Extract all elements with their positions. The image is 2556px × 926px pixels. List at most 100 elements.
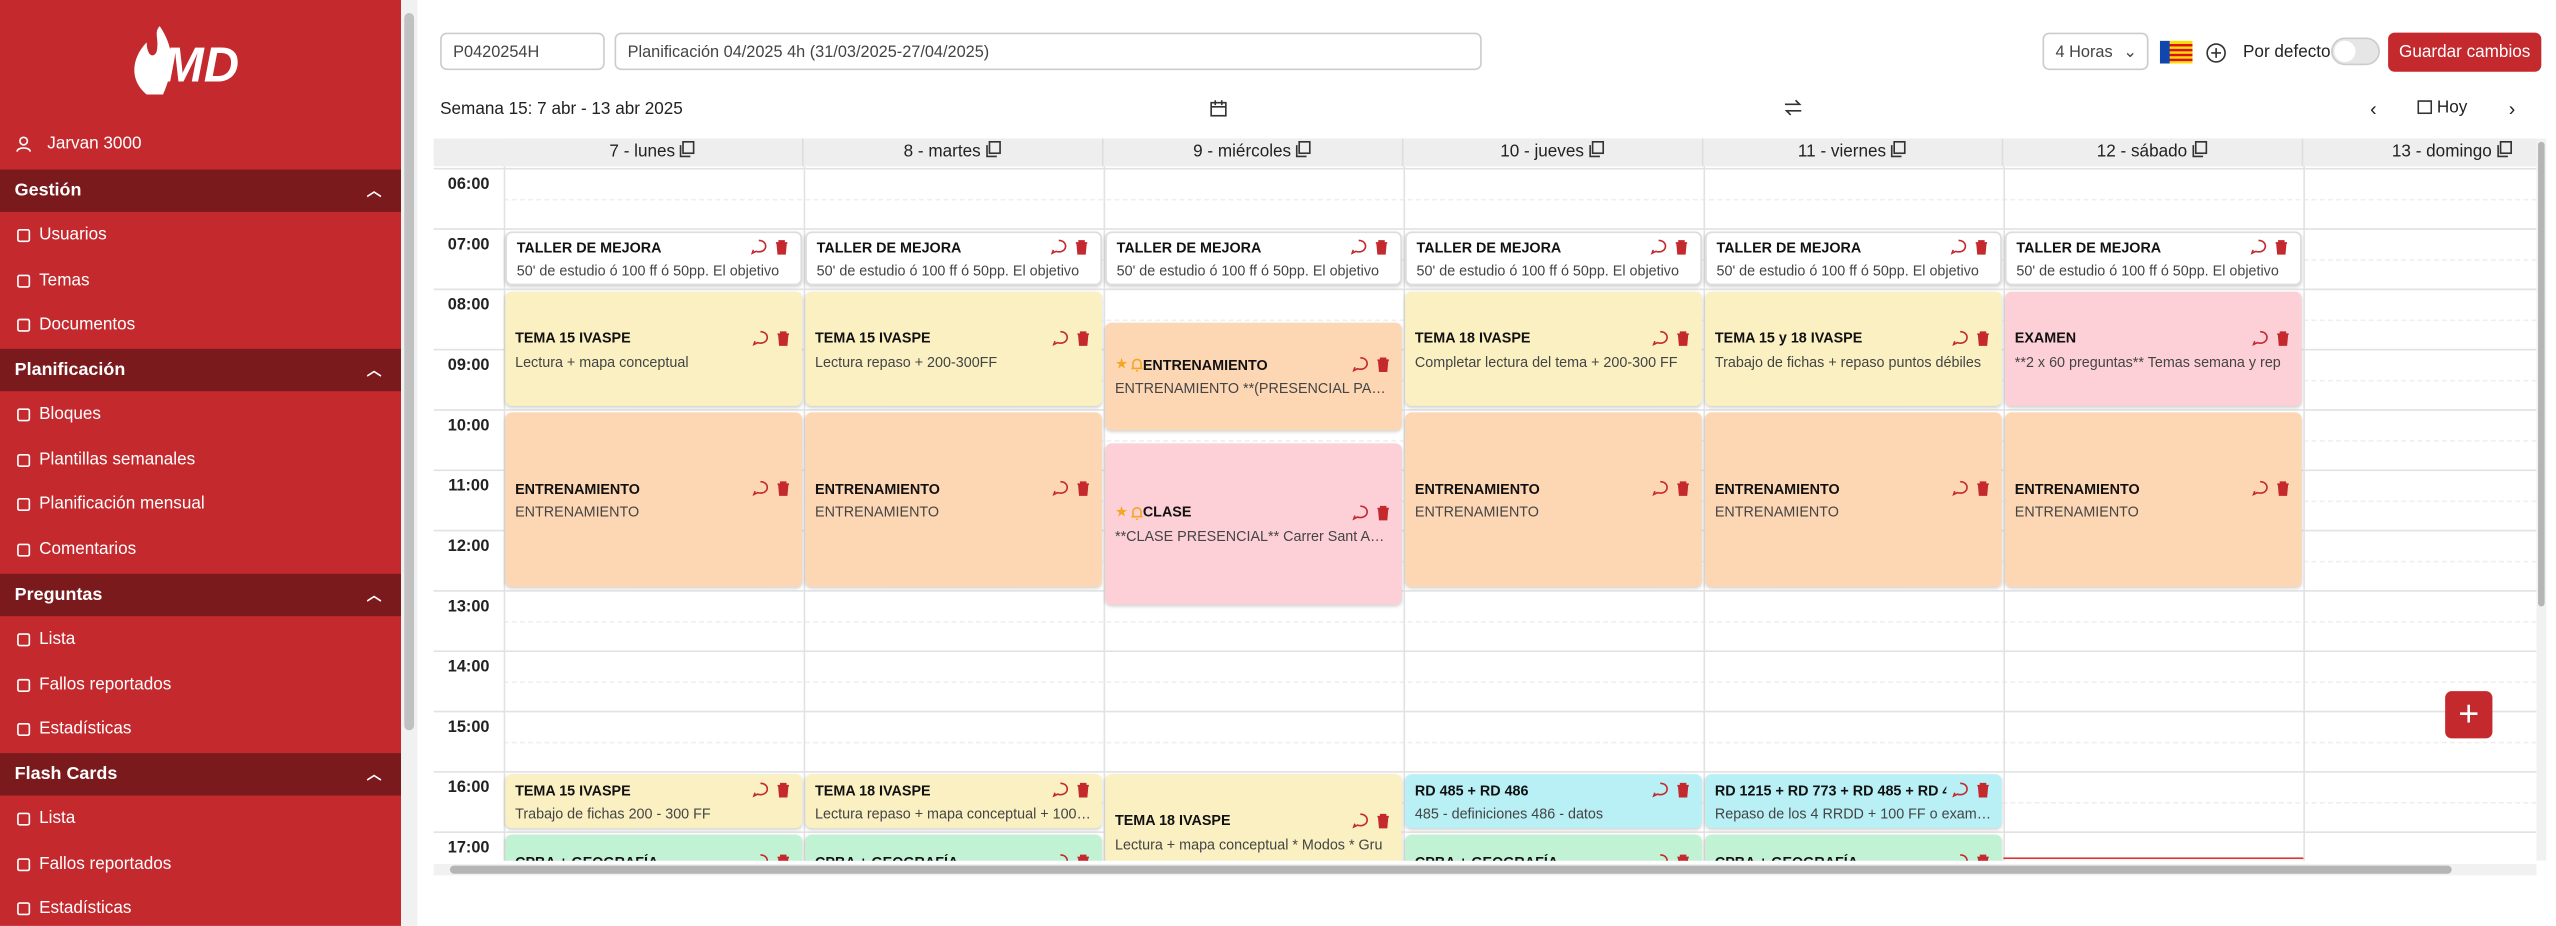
- comment-icon[interactable]: [1651, 479, 1669, 497]
- comment-icon[interactable]: [751, 781, 769, 799]
- event-card[interactable]: ENTRENAMIENTO ENTRENAMIENTO: [505, 412, 803, 587]
- hscroll-thumb[interactable]: [449, 865, 2452, 874]
- delete-icon[interactable]: [1974, 781, 1992, 799]
- delete-icon[interactable]: [1674, 328, 1692, 346]
- event-card[interactable]: EXAMEN **2 x 60 preguntas** Temas semana …: [2005, 291, 2302, 406]
- prev-week[interactable]: ‹: [2370, 97, 2377, 121]
- event-card[interactable]: TALLER DE MEJORA 50' de estudio ó 100 ff …: [1105, 231, 1402, 286]
- event-card[interactable]: TEMA 18 IVASPE Lectura + mapa conceptual …: [1105, 774, 1402, 861]
- section-header[interactable]: Planificación ︿: [0, 348, 402, 392]
- scroll-thumb[interactable]: [404, 13, 415, 731]
- comment-icon[interactable]: [1951, 853, 1969, 861]
- menu-item[interactable]: Planificación mensual: [0, 488, 401, 521]
- comment-icon[interactable]: [1651, 328, 1669, 346]
- default-toggle[interactable]: [2331, 37, 2380, 66]
- delete-icon[interactable]: [1374, 811, 1392, 829]
- menu-item[interactable]: Fallos reportados: [0, 847, 401, 880]
- delete-icon[interactable]: [1373, 238, 1391, 256]
- delete-icon[interactable]: [1974, 328, 1992, 346]
- event-card[interactable]: CPBA + GEOGRAFÍA: [1405, 834, 1702, 861]
- menu-icon[interactable]: [15, 317, 33, 335]
- comment-icon[interactable]: [2251, 479, 2269, 497]
- today-button[interactable]: Hoy: [2417, 98, 2477, 124]
- delete-icon[interactable]: [773, 238, 791, 256]
- bell-icon[interactable]: [1128, 356, 1143, 374]
- comment-icon[interactable]: [1351, 503, 1369, 521]
- event-card[interactable]: ENTRENAMIENTO ENTRENAMIENTO: [1405, 412, 1702, 587]
- event-card[interactable]: TALLER DE MEJORA 50' de estudio ó 100 ff …: [505, 231, 803, 286]
- copy-day-icon[interactable]: [678, 140, 696, 158]
- event-card[interactable]: ★ CLASE **CLASE PRESENCIAL** Carrer Sant A…: [1105, 442, 1402, 605]
- language-flag[interactable]: [2159, 40, 2193, 64]
- event-card[interactable]: CPBA + GEOGRAFÍA: [805, 834, 1102, 861]
- delete-icon[interactable]: [2272, 238, 2290, 256]
- comment-icon[interactable]: [1951, 479, 1969, 497]
- comment-icon[interactable]: [751, 853, 769, 861]
- delete-icon[interactable]: [1674, 853, 1692, 861]
- event-card[interactable]: TEMA 15 IVASPE Lectura + mapa conceptual: [505, 291, 803, 406]
- event-card[interactable]: ENTRENAMIENTO ENTRENAMIENTO: [2005, 412, 2302, 587]
- comment-icon[interactable]: [1351, 356, 1369, 374]
- menu-item[interactable]: Plantillas semanales: [0, 443, 401, 476]
- delete-icon[interactable]: [1674, 781, 1692, 799]
- delete-icon[interactable]: [1974, 853, 1992, 861]
- menu-icon[interactable]: [15, 227, 33, 245]
- next-week[interactable]: ›: [2508, 97, 2516, 121]
- menu-icon[interactable]: [15, 541, 33, 559]
- comment-icon[interactable]: [1051, 781, 1069, 799]
- copy-day-icon[interactable]: [1889, 140, 1907, 158]
- copy-day-icon[interactable]: [1587, 140, 1605, 158]
- menu-icon[interactable]: [15, 721, 33, 739]
- event-card[interactable]: ENTRENAMIENTO ENTRENAMIENTO: [1705, 412, 2002, 587]
- event-card[interactable]: RD 1215 + RD 773 + RD 485 + RD 486 Repaso…: [1705, 774, 2002, 829]
- user-item[interactable]: Jarvan 3000: [0, 127, 401, 160]
- copy-day-icon[interactable]: [2495, 140, 2513, 158]
- save-button[interactable]: Guardar cambios: [2388, 32, 2542, 72]
- comment-icon[interactable]: [1651, 853, 1669, 861]
- menu-item[interactable]: Documentos: [0, 308, 401, 341]
- event-card[interactable]: TALLER DE MEJORA 50' de estudio ó 100 ff …: [1405, 231, 1702, 286]
- comment-icon[interactable]: [751, 328, 769, 346]
- comment-icon[interactable]: [1051, 328, 1069, 346]
- menu-item[interactable]: Estadísticas: [0, 713, 401, 746]
- menu-icon[interactable]: [15, 855, 33, 873]
- comment-icon[interactable]: [750, 238, 768, 256]
- delete-icon[interactable]: [2274, 479, 2292, 497]
- delete-icon[interactable]: [774, 479, 792, 497]
- add-icon[interactable]: [2206, 42, 2227, 63]
- delete-icon[interactable]: [774, 328, 792, 346]
- menu-icon[interactable]: [15, 676, 33, 694]
- menu-icon[interactable]: [15, 810, 33, 828]
- event-card[interactable]: ★ ENTRENAMIENTO ENTRENAMIENTO **(PRESENCIA…: [1105, 321, 1402, 431]
- comment-icon[interactable]: [1350, 238, 1368, 256]
- comment-icon[interactable]: [1951, 781, 1969, 799]
- delete-icon[interactable]: [2274, 328, 2292, 346]
- menu-item[interactable]: Lista: [0, 802, 401, 835]
- delete-icon[interactable]: [1073, 238, 1091, 256]
- comment-icon[interactable]: [2251, 328, 2269, 346]
- comment-icon[interactable]: [1351, 811, 1369, 829]
- delete-icon[interactable]: [1074, 781, 1092, 799]
- menu-icon[interactable]: [15, 900, 33, 918]
- menu-item[interactable]: Temas: [0, 263, 401, 296]
- comment-icon[interactable]: [1051, 479, 1069, 497]
- comment-icon[interactable]: [1950, 238, 1968, 256]
- menu-item[interactable]: Estadísticas: [0, 892, 401, 925]
- swap-icon[interactable]: [1783, 98, 1803, 118]
- event-card[interactable]: TALLER DE MEJORA 50' de estudio ó 100 ff …: [2005, 231, 2302, 286]
- hours-select[interactable]: 4 Horas ⌄: [2042, 32, 2149, 71]
- user-icon[interactable]: [15, 135, 33, 153]
- menu-icon[interactable]: [15, 272, 33, 290]
- delete-icon[interactable]: [1374, 503, 1392, 521]
- menu-item[interactable]: Fallos reportados: [0, 668, 401, 701]
- menu-icon[interactable]: [15, 451, 33, 469]
- event-card[interactable]: TEMA 15 IVASPE Lectura repaso + 200-300FF: [805, 291, 1102, 406]
- event-card[interactable]: TEMA 15 y 18 IVASPE Trabajo de fichas + r…: [1705, 291, 2002, 406]
- comment-icon[interactable]: [2250, 238, 2268, 256]
- copy-day-icon[interactable]: [2190, 140, 2208, 158]
- comment-icon[interactable]: [1050, 238, 1068, 256]
- delete-icon[interactable]: [1972, 238, 1990, 256]
- delete-icon[interactable]: [1672, 238, 1690, 256]
- add-event-button[interactable]: +: [2445, 691, 2493, 739]
- comment-icon[interactable]: [1951, 328, 1969, 346]
